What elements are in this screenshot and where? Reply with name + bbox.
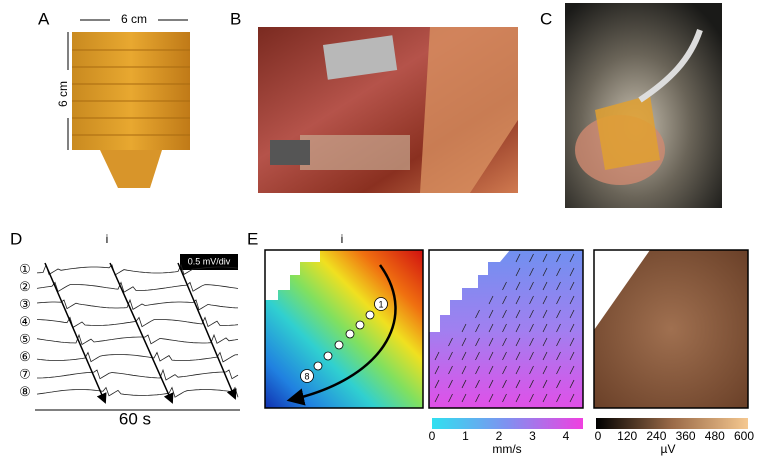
colorbar-unit: µV [661, 442, 676, 456]
width-label: 6 cm [121, 12, 147, 26]
channel-label: ⑤ [19, 331, 31, 346]
electrode [324, 352, 332, 360]
colorbar-tick-label: 600 [734, 429, 754, 443]
colorbar-tick-label: 4 [563, 429, 570, 443]
channel-label: ⑧ [19, 384, 31, 399]
trace [37, 283, 238, 293]
surgery-photo [258, 27, 518, 193]
colorbar-tick-label: 2 [496, 429, 503, 443]
panel-label: C [540, 9, 552, 28]
colorbar-tick-label: 360 [676, 429, 696, 443]
channel-label: ④ [19, 314, 31, 329]
activation-map [265, 250, 423, 408]
colorbar-tick-label: 120 [617, 429, 637, 443]
channel-label: ⑥ [19, 349, 31, 364]
panel-label: A [38, 9, 50, 28]
colorbar-tick-label: 3 [529, 429, 536, 443]
time-label: 60 s [119, 409, 151, 428]
colorbar-tick-label: 0 [595, 429, 602, 443]
channel-label: ⑦ [19, 366, 31, 381]
velocity-map [429, 250, 583, 408]
channel-label: ③ [19, 296, 31, 311]
device [72, 32, 190, 188]
electrode [366, 311, 374, 319]
colorbar-tick-label: 0 [429, 429, 436, 443]
trace [37, 300, 238, 310]
voltage-map [594, 250, 748, 408]
arrow [110, 263, 172, 402]
velocity-colorbar [432, 418, 583, 429]
figure: A 6 cm 6 cm B C D i 0.5 mV/div ①②③④⑤⑥⑦⑧ … [0, 0, 762, 461]
electrode-label: 8 [304, 371, 309, 381]
panel-title: i [106, 232, 109, 246]
trace [37, 335, 238, 345]
surgery-photo [565, 3, 722, 208]
channel-label: ② [19, 279, 31, 294]
colorbar-tick-label: 240 [646, 429, 666, 443]
colorbar-tick-label: 480 [705, 429, 725, 443]
voltage-colorbar [596, 418, 748, 429]
trace [37, 370, 238, 380]
electrode [346, 330, 354, 338]
arrow [178, 263, 235, 398]
electrode-label: 1 [378, 299, 383, 309]
trace [37, 353, 238, 362]
panel-label: D [10, 229, 22, 248]
channel-label: ① [19, 261, 31, 276]
panel-label: E [247, 229, 258, 248]
scale-label: 0.5 mV/div [188, 256, 231, 266]
traces: ① ② ③ ④ ⑤ ⑥ ⑦ ⑧ [19, 261, 238, 399]
electrode [356, 321, 364, 329]
colorbar-unit: mm/s [492, 442, 521, 456]
colorbar-ticks: 0 1 2 3 4 0 120 240 360 480 600 [429, 429, 755, 443]
panel-label: B [230, 9, 241, 28]
panel-title: i [341, 232, 344, 246]
trace [37, 388, 238, 398]
height-label: 6 cm [56, 81, 70, 107]
electrode [314, 362, 322, 370]
electrode [335, 341, 343, 349]
arrow [45, 263, 105, 402]
colorbar-tick-label: 1 [462, 429, 469, 443]
